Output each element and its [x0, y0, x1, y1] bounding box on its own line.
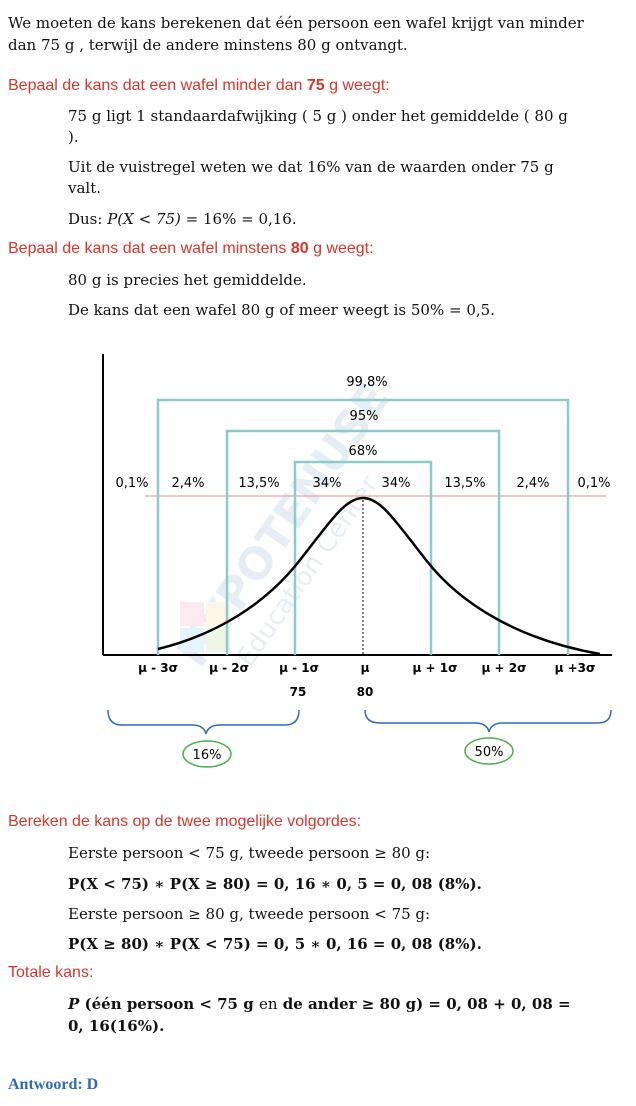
math-expression: P(X < 75) — [107, 210, 181, 228]
sigma-brackets — [156, 398, 570, 655]
section3-line4: P(X ≥ 80) ∗ P(X < 75) = 0, 5 ∗ 0, 16 = 0… — [68, 935, 482, 953]
braces — [107, 709, 612, 735]
label-68: 68% — [349, 444, 378, 459]
value-label-80: 80 — [357, 685, 374, 699]
section3-line3: Eerste persoon ≥ 80 g, tweede persoon < … — [68, 905, 431, 923]
heading-number: 75 — [306, 77, 325, 94]
axis-label: μ - 2σ — [209, 661, 249, 675]
section1-line3: Dus: P(X < 75) = 16% = 0,16. — [68, 209, 568, 230]
region-label: 34% — [382, 476, 411, 491]
section4-heading: Totale kans: — [8, 964, 94, 981]
answer: Antwoord: D — [8, 1076, 99, 1093]
value-label-75: 75 — [290, 685, 307, 699]
region-label: 0,1% — [577, 476, 610, 491]
heading-text: Bepaal de kans dat een wafel minstens — [8, 240, 291, 257]
bracket-2sigma — [225, 429, 501, 655]
section1-line2: Uit de vuistregel weten we dat 16% van d… — [68, 158, 554, 197]
region-label: 0,1% — [115, 476, 148, 491]
brace-right — [364, 709, 612, 733]
axis-label: μ - 3σ — [138, 661, 178, 675]
math-part: de ander ≥ 80 g) = 0, 08 + 0, 08 = — [277, 995, 571, 1013]
oval-16 — [182, 740, 232, 768]
region-label: 2,4% — [516, 476, 549, 491]
math-part: (één persoon < 75 g — [79, 995, 259, 1013]
section4-line2: 0, 16(16%). — [68, 1017, 165, 1035]
section2-heading: Bepaal de kans dat een wafel minstens 80… — [8, 240, 374, 258]
heading-text: g weegt: — [324, 77, 390, 94]
region-label: 13,5% — [238, 476, 279, 491]
section2-line1: 80 g is precies het gemiddelde. — [68, 271, 307, 289]
line-prefix: Dus: — [68, 210, 108, 228]
section3-line1: Eerste persoon < 75 g, tweede persoon ≥ … — [68, 844, 431, 862]
section3-heading: Bereken de kans op de twee mogelijke vol… — [8, 813, 362, 830]
region-label: 2,4% — [171, 476, 204, 491]
heading-number: 80 — [290, 240, 309, 257]
axis-label: μ — [361, 661, 370, 675]
math-p: P — [68, 995, 80, 1013]
intro-text: We moeten de kans berekenen dat één pers… — [8, 14, 584, 54]
axis-label: μ + 1σ — [413, 661, 458, 675]
brace-label-50: 50% — [475, 745, 504, 760]
math-conjunction: en — [258, 995, 278, 1013]
heading-text: g weegt: — [308, 240, 374, 257]
oval-50 — [464, 737, 514, 765]
bell-curve — [157, 496, 601, 656]
section4-line1: P (één persoon < 75 g en de ander ≥ 80 g… — [68, 994, 588, 1015]
section2-line2: De kans dat een wafel 80 g of meer weegt… — [68, 301, 495, 319]
label-99-8: 99,8% — [346, 375, 387, 390]
heading-text: Bepaal de kans dat een wafel minder dan — [8, 77, 307, 94]
bracket-1sigma — [293, 460, 433, 655]
brace-left — [107, 709, 300, 735]
section1-line1: 75 g ligt 1 standaardafwijking ( 5 g ) o… — [68, 107, 568, 146]
watermark: HYPOTENUSE Education Center — [167, 375, 400, 677]
axis-label: μ +3σ — [555, 661, 596, 675]
label-95: 95% — [350, 409, 379, 424]
region-label: 34% — [313, 476, 342, 491]
bracket-3sigma — [156, 398, 570, 655]
axis-label: μ - 1σ — [279, 661, 319, 675]
axis-label: μ + 2σ — [482, 661, 527, 675]
section3-line2: P(X < 75) ∗ P(X ≥ 80) = 0, 16 ∗ 0, 5 = 0… — [68, 875, 482, 893]
region-label: 13,5% — [444, 476, 485, 491]
line-suffix: = 16% = 0,16. — [180, 210, 297, 228]
section1-heading: Bepaal de kans dat een wafel minder dan … — [8, 77, 390, 95]
brace-label-16: 16% — [193, 748, 222, 763]
normal-distribution-diagram: HYPOTENUSE Education Center 99,8% 95% 68… — [102, 354, 612, 768]
